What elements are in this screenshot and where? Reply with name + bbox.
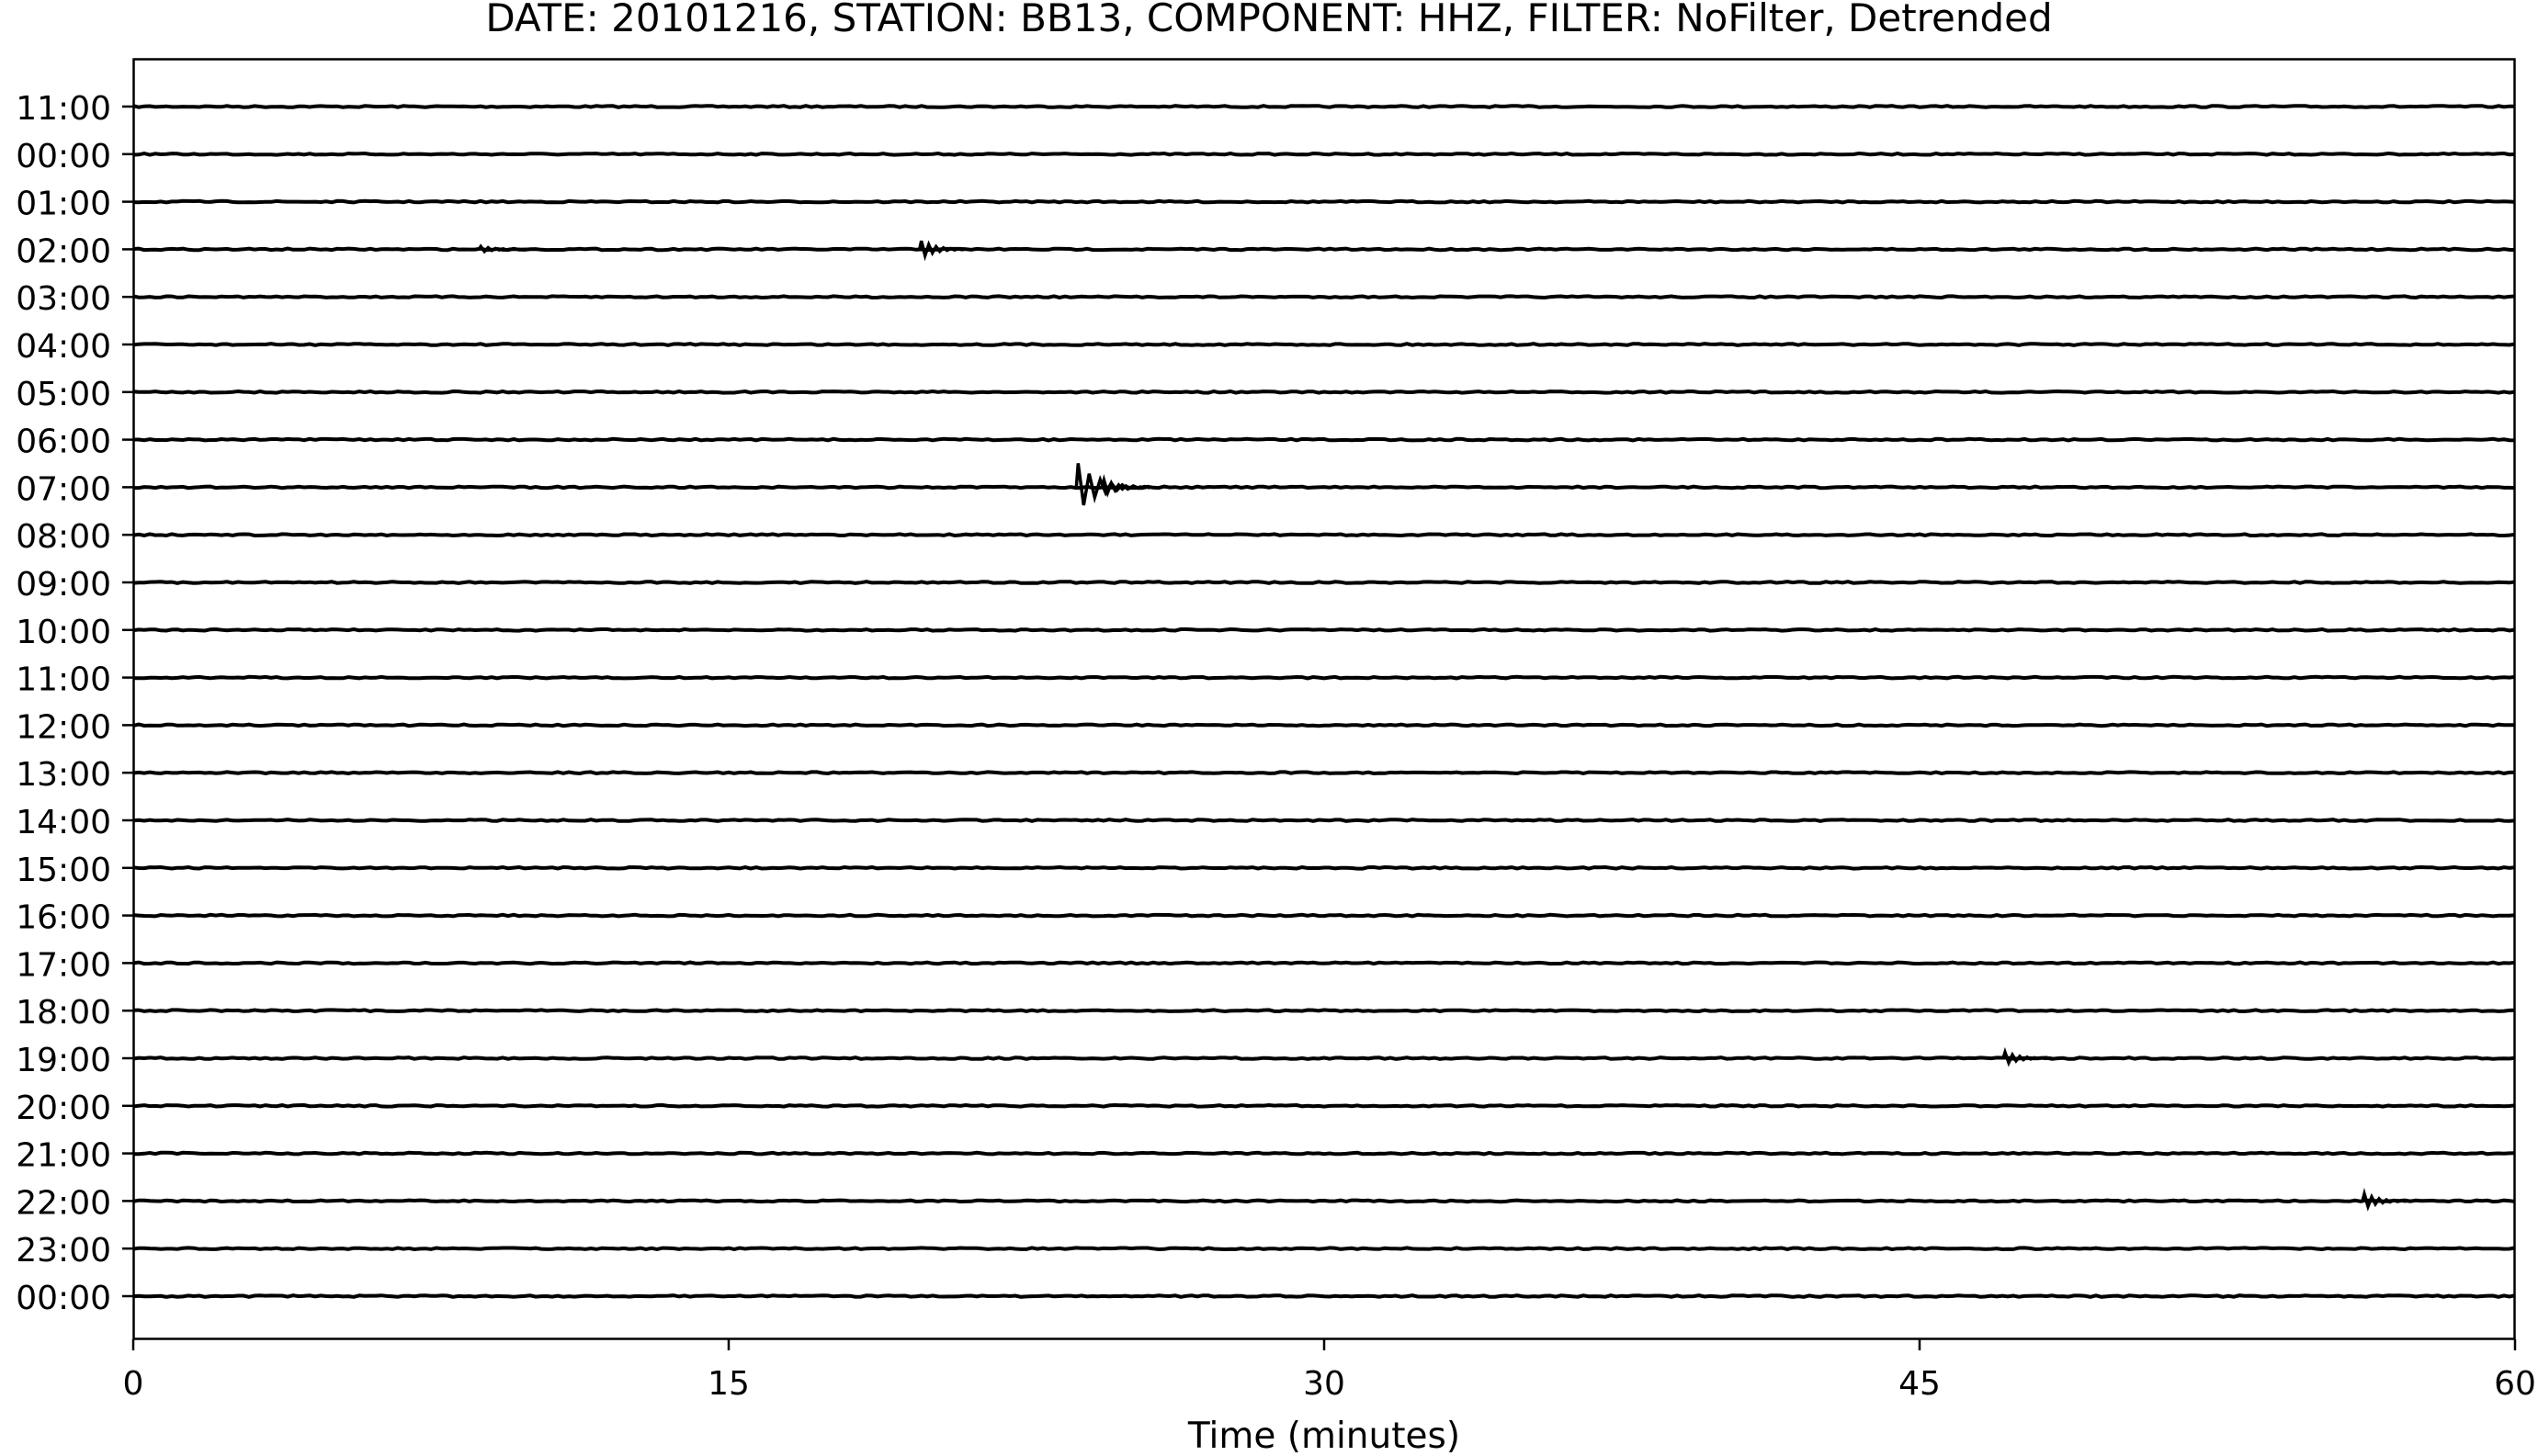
y-tick-label: 15:00	[16, 852, 111, 889]
y-tick-label: 03:00	[16, 280, 111, 318]
trace-row	[132, 1150, 2516, 1157]
plot-frame	[132, 58, 2516, 1340]
trace-row	[132, 1102, 2516, 1109]
x-tick-label: 30	[1303, 1365, 1345, 1403]
trace-row	[133, 436, 2516, 443]
chart-title: DATE: 20101216, STATION: BB13, COMPONENT…	[485, 0, 2052, 40]
y-tick-label: 16:00	[16, 899, 111, 937]
y-tick-label: 00:00	[16, 138, 111, 175]
y-tick-label: 22:00	[16, 1184, 111, 1222]
y-tick-label: 02:00	[16, 232, 111, 270]
y-tick-label: 01:00	[16, 186, 111, 223]
trace-row	[132, 1008, 2516, 1014]
trace-row	[132, 1198, 2516, 1204]
x-tick-label: 45	[1898, 1365, 1941, 1403]
y-tick-label: 09:00	[16, 566, 111, 604]
x-tick-label: 60	[2494, 1365, 2536, 1403]
trace-row	[132, 198, 2516, 205]
seismic-event	[1100, 473, 1152, 498]
y-tick-label: 20:00	[16, 1089, 111, 1127]
x-axis: 0 15 30 45 60	[123, 1339, 2536, 1403]
seismic-event	[2001, 1046, 2054, 1067]
trace-row	[132, 722, 2516, 728]
y-tick-label: 13:00	[16, 756, 111, 794]
seismic-event	[477, 243, 529, 254]
trace-row	[132, 294, 2516, 300]
x-tick-label: 15	[708, 1365, 750, 1403]
y-tick-label: 14:00	[16, 804, 111, 841]
trace-row	[132, 580, 2516, 585]
y-tick-label: 07:00	[16, 470, 111, 508]
trace-row	[132, 151, 2516, 157]
trace-row	[132, 1055, 2516, 1061]
trace-row	[132, 246, 2516, 253]
trace-row	[132, 770, 2516, 776]
y-tick-label: 18:00	[16, 994, 111, 1032]
trace-row	[132, 818, 2516, 823]
y-axis: 11:00 00:00 01:00 02:00 03:00 04:00 05:00 06:00…	[16, 90, 133, 1317]
trace-row	[132, 389, 2516, 395]
trace-row	[132, 1293, 2516, 1299]
y-tick-label: 00:00	[16, 1280, 111, 1317]
trace-row	[132, 864, 2516, 871]
seismic-event	[917, 240, 969, 262]
y-tick-label: 12:00	[16, 708, 111, 746]
trace-row	[133, 484, 2516, 491]
y-tick-label: 06:00	[16, 423, 111, 461]
trace-row	[132, 912, 2516, 919]
y-tick-label: 19:00	[16, 1042, 111, 1079]
y-tick-label: 05:00	[16, 376, 111, 413]
seismic-event	[2361, 1187, 2413, 1212]
trace-row	[132, 342, 2516, 347]
y-tick-label: 11:00	[16, 90, 111, 128]
y-tick-label: 10:00	[16, 614, 111, 651]
trace-row	[132, 626, 2516, 633]
x-axis-label: Time (minutes)	[1187, 1416, 1460, 1456]
trace-row	[132, 1246, 2516, 1252]
trace-row	[132, 104, 2516, 109]
y-tick-label: 23:00	[16, 1232, 111, 1270]
y-tick-label: 11:00	[16, 661, 111, 699]
trace-group	[132, 104, 2516, 1299]
trace-row	[132, 674, 2516, 681]
trace-row	[132, 960, 2516, 966]
trace-row	[132, 532, 2516, 538]
y-tick-label: 08:00	[16, 518, 111, 556]
y-tick-label: 04:00	[16, 328, 111, 366]
y-tick-label: 21:00	[16, 1137, 111, 1175]
y-tick-label: 17:00	[16, 946, 111, 984]
x-tick-label: 0	[123, 1365, 144, 1403]
